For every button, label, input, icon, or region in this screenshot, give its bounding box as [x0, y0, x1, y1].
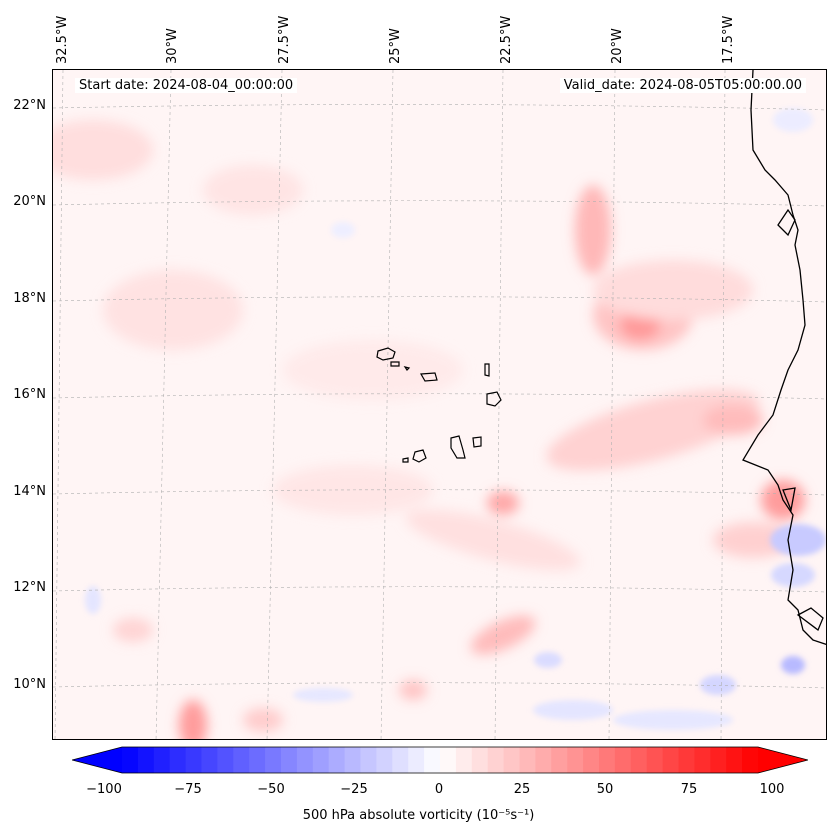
colorbar-tick-100: 100 — [759, 782, 785, 797]
lat-label-22n: 22°N — [13, 98, 46, 113]
lon-label-32-5w: 32.5°W — [55, 15, 70, 64]
positive-vorticity-patches — [53, 120, 805, 739]
colorbar-cell — [551, 747, 568, 773]
colorbar-cell — [408, 747, 425, 773]
lat-label-18n: 18°N — [13, 291, 46, 306]
colorbar-cell — [471, 747, 489, 773]
colorbar-tick-neg100: −100 — [86, 782, 122, 797]
colorbar-cell — [646, 747, 664, 773]
colorbar-cell — [567, 747, 584, 773]
colorbar-cell — [519, 747, 536, 773]
colorbar-tick-neg25: −25 — [340, 782, 368, 797]
coastline — [742, 70, 826, 646]
colorbar-tick-50: 50 — [596, 782, 614, 797]
start-date-label: Start date: 2024-08-04_00:00:00 — [75, 78, 298, 93]
lon-label-20w: 20°W — [610, 28, 625, 64]
colorbar-cell — [678, 747, 695, 773]
colorbar-cell — [249, 747, 266, 773]
lat-label-16n: 16°N — [13, 387, 46, 402]
colorbar-cell — [614, 747, 632, 773]
colorbar-cell — [694, 747, 711, 773]
vorticity-map: Start date: 2024-08-04_00:00:00 Valid_da… — [52, 69, 827, 740]
colorbar-cell — [487, 747, 505, 773]
lat-label-10n: 10°N — [13, 677, 46, 692]
colorbar-tick-0: 0 — [434, 782, 444, 797]
colorbar-cell — [376, 747, 393, 773]
colorbar-cell — [392, 747, 409, 773]
colorbar-tick-75: 75 — [680, 782, 698, 797]
colorbar-cell — [137, 747, 155, 773]
colorbar-cell — [662, 747, 679, 773]
colorbar-cell — [296, 747, 314, 773]
colorbar-cell — [630, 747, 648, 773]
lon-label-17-5w: 17.5°W — [721, 15, 736, 64]
colorbar-cell — [583, 747, 600, 773]
colorbar-cell — [281, 747, 298, 773]
colorbar-cell — [312, 747, 330, 773]
colorbar — [72, 746, 808, 774]
colorbar-cell — [424, 747, 441, 773]
lon-label-25w: 25°W — [388, 28, 403, 64]
colorbar-label: 500 hPa absolute vorticity (10⁻⁵s⁻¹) — [302, 808, 535, 823]
colorbar-cell — [726, 747, 743, 773]
colorbar-cell — [201, 747, 218, 773]
colorbar-min-arrow — [72, 747, 122, 773]
colorbar-cell — [265, 747, 282, 773]
colorbar-cell — [344, 747, 361, 773]
lon-label-22-5w: 22.5°W — [499, 15, 514, 64]
colorbar-cell — [710, 747, 727, 773]
lat-label-14n: 14°N — [13, 484, 46, 499]
graticule — [53, 70, 826, 739]
cape-verde-islands — [376, 347, 502, 463]
colorbar-cell — [535, 747, 552, 773]
vorticity-field — [53, 70, 826, 739]
colorbar-cell — [122, 747, 139, 773]
colorbar-cell — [503, 747, 520, 773]
colorbar-tick-neg50: −50 — [257, 782, 285, 797]
colorbar-tick-25: 25 — [513, 782, 531, 797]
negative-vorticity-patches — [85, 108, 826, 730]
colorbar-tick-neg75: −75 — [174, 782, 202, 797]
colorbar-cell — [455, 747, 473, 773]
lat-label-20n: 20°N — [13, 194, 46, 209]
colorbar-cell — [599, 747, 616, 773]
colorbar-cell — [742, 747, 759, 773]
lon-label-30w: 30°W — [165, 28, 180, 64]
lon-label-27-5w: 27.5°W — [277, 15, 292, 64]
colorbar-cell — [440, 747, 457, 773]
lat-label-12n: 12°N — [13, 580, 46, 595]
colorbar-cell — [185, 747, 202, 773]
colorbar-max-arrow — [758, 747, 808, 773]
colorbar-cell — [328, 747, 346, 773]
colorbar-cell — [169, 747, 187, 773]
colorbar-cell — [153, 747, 171, 773]
valid-date-label: Valid_date: 2024-08-05T05:00:00.00 — [559, 78, 806, 93]
colorbar-cell — [360, 747, 377, 773]
colorbar-cell — [217, 747, 234, 773]
colorbar-cell — [233, 747, 250, 773]
